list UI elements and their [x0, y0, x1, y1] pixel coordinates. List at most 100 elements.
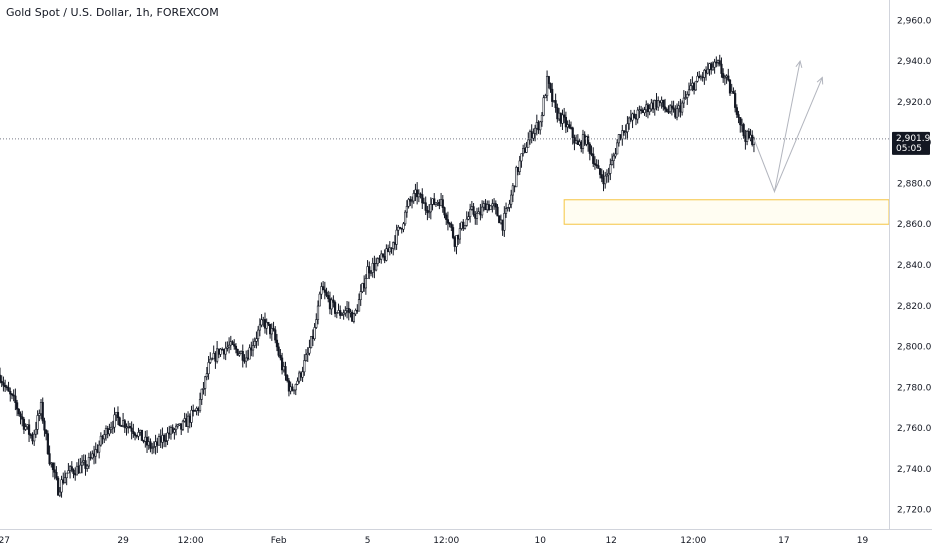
candle-body	[486, 204, 489, 211]
candle-body	[663, 106, 667, 110]
candle-body	[439, 199, 443, 207]
candle-body	[728, 79, 732, 94]
time-tick-label: 5	[365, 536, 371, 546]
candle-body	[422, 202, 426, 205]
candle-body	[145, 436, 149, 446]
candle-body	[522, 148, 525, 155]
candle-body	[619, 134, 622, 140]
price-axis[interactable]: 2,960.002,940.002,920.002,900.002,880.00…	[897, 16, 932, 515]
time-axis[interactable]: 27 29 12:00 Feb 5 12:00 10 12 12:00 17 19	[0, 536, 869, 546]
price-tick-label: 2,780.00	[897, 383, 932, 393]
candle-body	[742, 124, 745, 137]
time-tick-label: 19	[857, 536, 869, 546]
candle-body	[540, 114, 544, 123]
candle-body	[600, 174, 603, 179]
candle-body	[265, 321, 268, 329]
candle-body	[339, 310, 342, 316]
candle-body	[46, 433, 49, 454]
candle-body	[352, 313, 355, 322]
candle-body	[410, 200, 414, 203]
candle-body	[262, 319, 265, 321]
candle-body	[607, 173, 610, 176]
candle-body	[368, 266, 371, 274]
candle-body	[260, 319, 263, 326]
candle-body	[679, 105, 682, 113]
candle-body	[5, 386, 8, 389]
candle-body	[477, 211, 480, 214]
candle-body	[587, 136, 590, 145]
candle-body	[340, 314, 344, 316]
candle-body	[441, 199, 444, 208]
candle-body	[67, 470, 70, 474]
candle-body	[121, 420, 125, 427]
candle-body	[123, 420, 126, 428]
candle-body	[556, 107, 559, 120]
candle-body	[392, 242, 395, 249]
candle-body	[501, 219, 504, 231]
candle-body	[308, 347, 311, 354]
candle-body	[0, 380, 3, 383]
candle-body	[68, 466, 72, 471]
chart-title: Gold Spot / U.S. Dollar, 1h, FOREXCOM	[6, 6, 219, 19]
candle-body	[137, 432, 140, 437]
candle-body	[467, 216, 470, 220]
candle-body	[465, 218, 468, 226]
candle-body	[371, 263, 374, 273]
candle-body	[169, 427, 173, 435]
candle-body	[629, 117, 632, 121]
candle-body	[157, 436, 161, 446]
candle-body	[474, 214, 477, 219]
candle-body	[72, 469, 75, 474]
candle-body	[174, 425, 178, 431]
candle-body	[400, 227, 403, 230]
candle-body	[193, 410, 196, 412]
candle-body	[419, 193, 422, 196]
candle-body	[722, 73, 725, 79]
candle-body	[21, 416, 24, 420]
candle-body	[527, 139, 530, 148]
candle-body	[197, 408, 200, 412]
candle-body	[106, 428, 109, 435]
candle-body	[359, 291, 362, 300]
candle-body	[103, 434, 106, 440]
candle-body	[436, 202, 439, 204]
candle-body	[147, 441, 150, 446]
candle-body	[332, 299, 335, 303]
candle-body	[684, 97, 687, 99]
candle-body	[426, 210, 429, 213]
candle-body	[74, 473, 77, 476]
candle-body	[272, 328, 275, 331]
candle-body	[22, 418, 26, 430]
candle-body	[36, 415, 39, 430]
candle-body	[45, 429, 48, 434]
candle-body	[344, 310, 347, 314]
candle-body	[185, 418, 188, 427]
candle-body	[457, 235, 460, 240]
candle-body	[624, 131, 627, 134]
candle-body	[395, 229, 398, 245]
candle-body	[57, 477, 60, 496]
candle-body	[634, 117, 638, 120]
candle-body	[431, 198, 434, 205]
candle-body	[255, 338, 258, 342]
candle-body	[118, 417, 121, 426]
candle-body	[658, 100, 662, 104]
candle-body	[80, 461, 84, 466]
candle-body	[200, 388, 203, 400]
projection-arrowhead-1	[816, 76, 824, 85]
candle-body	[740, 124, 744, 126]
candle-body	[51, 462, 55, 471]
candle-body	[299, 372, 302, 378]
projection-arrow-path	[753, 61, 801, 194]
candle-body	[34, 429, 38, 435]
candle-body	[375, 263, 378, 271]
candle-body	[323, 289, 326, 293]
candle-body	[460, 221, 463, 229]
candle-body	[212, 352, 215, 360]
candle-body	[9, 390, 12, 395]
candle-body	[356, 310, 359, 312]
candle-body	[161, 435, 164, 443]
candle-body	[198, 399, 202, 412]
candle-body	[397, 226, 400, 231]
